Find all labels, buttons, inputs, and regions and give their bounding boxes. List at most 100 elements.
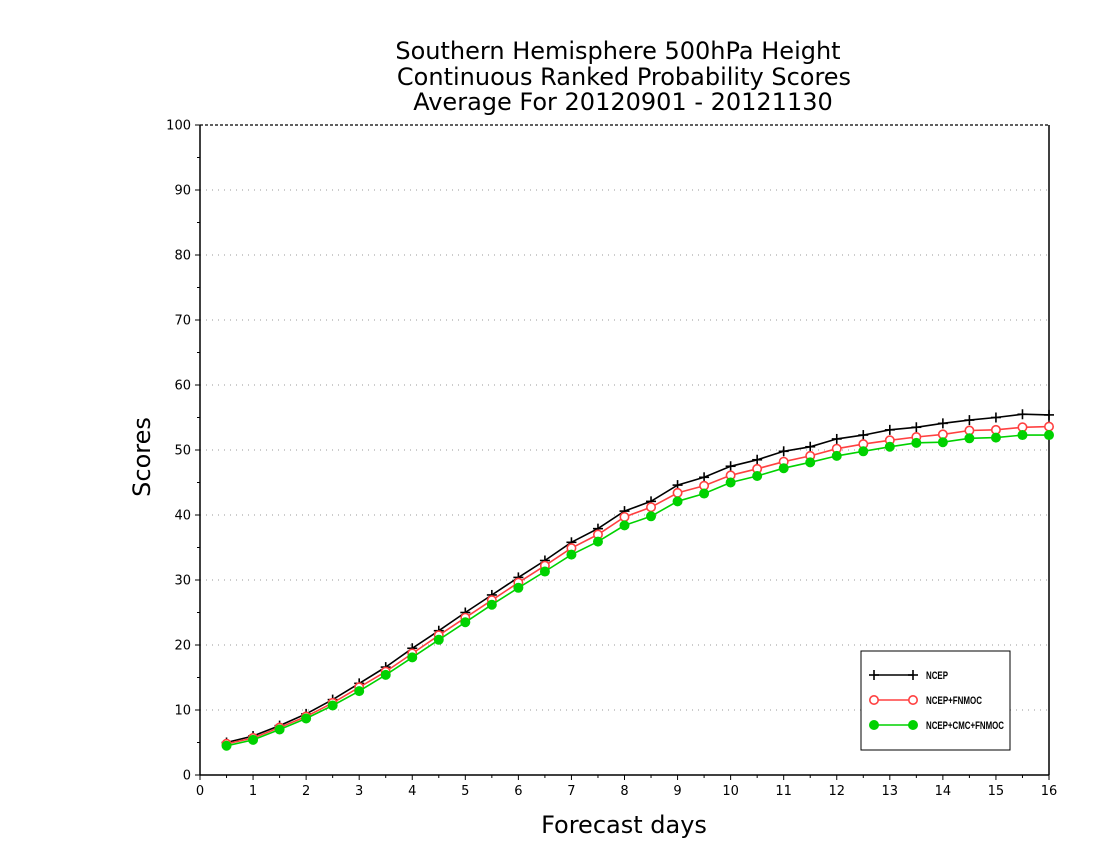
x-tick-label-1: 1 [249,784,257,799]
x-tick-label-12: 12 [828,784,845,799]
legend-marker-end-1 [907,694,918,705]
series-2-point-29 [990,432,1001,443]
series-2-point-4 [327,700,338,711]
series-2-point-1 [248,734,259,745]
legend: NCEP NCEP+FNMOC NCEP+CMC+FNMOC [860,650,1011,751]
series-2-point-6 [380,669,391,680]
series-2-point-0 [221,740,232,751]
series-2-point-31 [1044,430,1054,441]
series-2-point-11 [513,582,524,593]
x-tick-label-6: 6 [514,784,522,799]
series-2-point-3 [301,713,312,724]
x-tick-label-14: 14 [935,784,952,799]
legend-marker-end-2 [908,720,918,730]
y-axis-label: Scores [128,417,156,497]
x-tick-label-11: 11 [775,784,792,799]
y-tick-label-50: 50 [174,444,191,459]
series-2-point-16 [646,511,657,522]
series-0-point-29 [990,412,1001,423]
chart-title-line-2: Continuous Ranked Probability Scores [397,63,851,91]
series-1-point-17 [672,487,683,498]
series-2-point-19 [725,477,736,488]
y-tick-label-30: 30 [174,574,191,589]
y-tick-label-60: 60 [174,379,191,394]
y-tick-label-10: 10 [174,704,191,719]
series-0-point-31 [1044,409,1054,420]
y-axis-ticks: 0 10 20 30 40 50 60 70 80 90 100 [166,119,200,784]
y-tick-label-100: 100 [166,119,191,134]
x-tick-label-10: 10 [722,784,739,799]
x-tick-label-3: 3 [355,784,363,799]
x-tick-label-0: 0 [196,784,204,799]
series-0-point-26 [911,422,922,433]
series-2-point-30 [1017,430,1028,441]
y-tick-label-40: 40 [174,509,191,524]
series-2-point-14 [592,536,603,547]
series-2-point-24 [858,446,869,457]
x-tick-label-4: 4 [408,784,416,799]
legend-label-0: NCEP [926,670,948,682]
series-2-point-12 [539,566,550,577]
series-0-point-30 [1017,409,1028,420]
x-axis-ticks: 0 1 2 3 4 5 6 7 8 9 10 11 12 13 14 15 16 [196,775,1057,799]
series-0-point-25 [884,424,895,435]
y-tick-label-70: 70 [174,314,191,329]
series-2-point-28 [964,433,975,444]
x-tick-label-15: 15 [988,784,1005,799]
series-2-point-26 [911,437,922,448]
series-2-point-17 [672,496,683,507]
series-2-point-21 [778,463,789,474]
series-2-point-22 [805,457,816,468]
series-2-point-8 [433,634,444,645]
series-0-point-18 [699,472,710,483]
legend-marker-start-2 [869,720,879,730]
legend-marker-start-0 [869,670,879,680]
legend-marker-start-1 [868,694,879,705]
series-2-point-20 [752,471,763,481]
series-2-point-13 [566,549,577,560]
legend-label-1: NCEP+FNMOC [926,695,982,707]
series-2-point-2 [274,724,285,735]
series-2-point-7 [407,652,418,663]
gridlines [200,189,1049,711]
series-1-point-16 [646,502,657,513]
series-2-point-18 [699,488,710,499]
series-0-point-19 [725,461,736,472]
series-1-point-31 [1044,421,1055,432]
series-2-point-25 [884,441,895,452]
chart-title-line-3: Average For 20120901 - 20121130 [413,88,833,116]
series-0-point-28 [964,415,975,426]
y-tick-label-80: 80 [174,249,191,264]
series-2-point-15 [619,520,630,531]
legend-marker-end-0 [908,670,918,680]
series [221,409,1055,751]
series-2-point-9 [460,617,471,628]
x-tick-label-2: 2 [302,784,310,799]
series-2-point-10 [486,599,497,610]
x-tick-label-8: 8 [620,784,628,799]
series-0-point-20 [752,454,763,465]
legend-label-2: NCEP+CMC+FNMOC [926,720,1004,732]
x-axis-label: Forecast days [541,811,707,839]
chart-title-line-1: Southern Hemisphere 500hPa Height [395,37,840,65]
series-0-point-24 [858,430,869,441]
y-tick-label-90: 90 [174,184,191,199]
series-2-point-5 [354,686,365,697]
y-tick-label-20: 20 [174,639,191,654]
series-0-point-23 [831,433,842,444]
x-tick-label-7: 7 [567,784,575,799]
x-tick-label-16: 16 [1041,784,1058,799]
series-1-point-15 [619,511,630,522]
series-2-point-23 [831,450,842,461]
x-tick-label-13: 13 [882,784,899,799]
chart-title: Southern Hemisphere 500hPa Height Contin… [395,37,851,116]
x-tick-label-9: 9 [673,784,681,799]
series-0-point-27 [937,418,948,429]
y-tick-label-0: 0 [183,769,191,784]
series-2 [221,430,1054,751]
x-tick-label-5: 5 [461,784,469,799]
series-0-point-21 [778,446,789,457]
series-0-point-22 [805,441,816,452]
series-2-point-27 [937,437,948,448]
